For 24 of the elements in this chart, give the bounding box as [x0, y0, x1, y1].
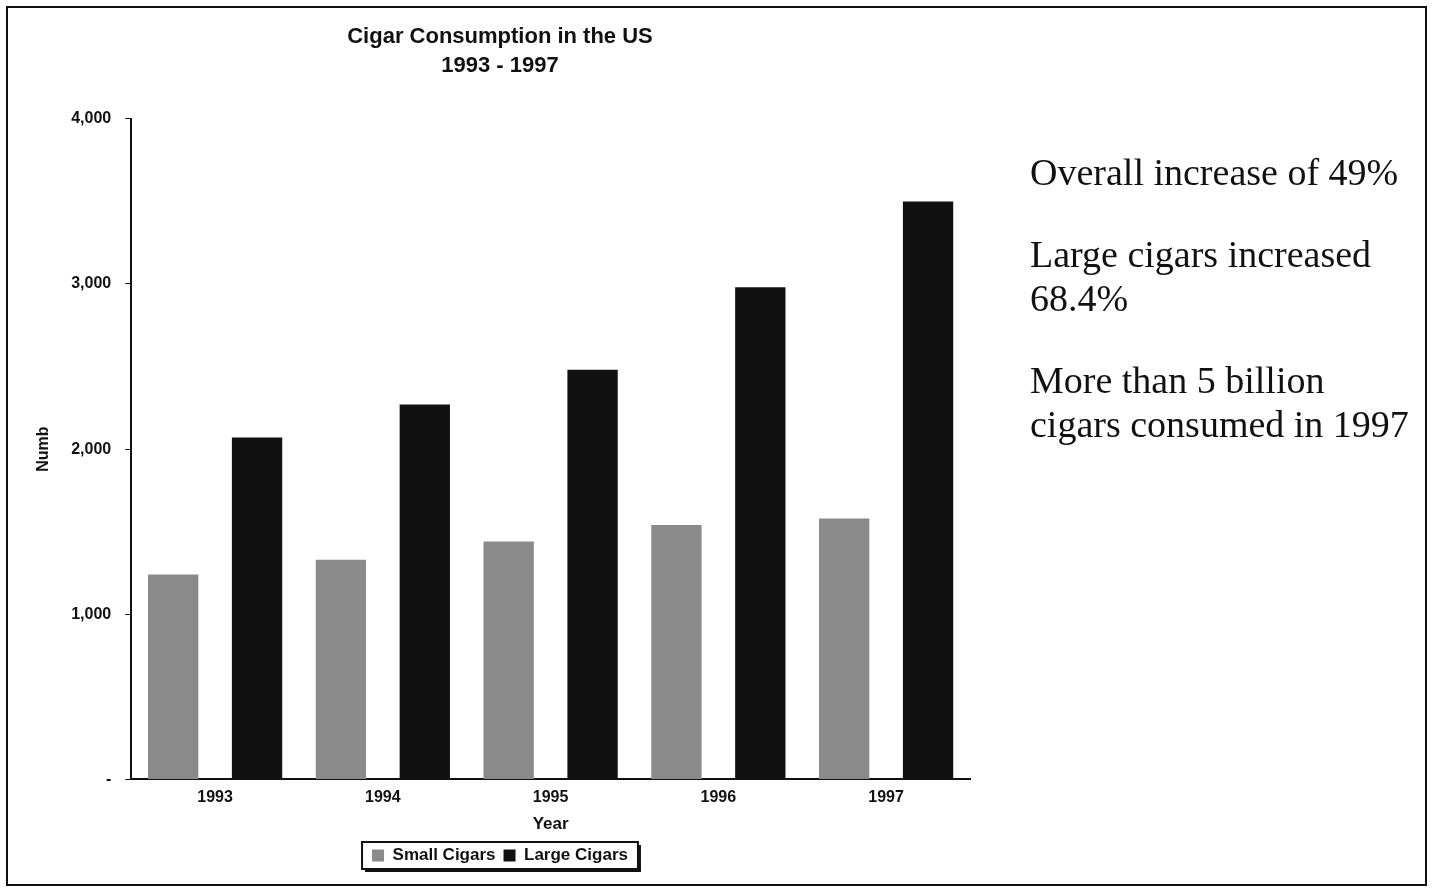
text: More than 5 billion cigars consumed in 1997: [1030, 358, 1410, 446]
bar: [651, 525, 702, 779]
y-tick-label: 3,000: [71, 274, 112, 292]
chart-title: Cigar Consumption in the US: [347, 23, 653, 49]
x-axis-title: Year: [532, 814, 569, 834]
text: Overall increase of 49%: [1030, 150, 1400, 194]
y-tick-label: 1,000: [71, 604, 112, 622]
chart-subtitle: 1993 - 1997: [441, 51, 559, 77]
bar: [148, 574, 199, 779]
x-tick-label: 1996: [700, 788, 737, 806]
bar: [483, 541, 534, 779]
bar: [819, 518, 870, 779]
x-tick-label: 1993: [197, 788, 234, 806]
x-tick-label: 1997: [868, 788, 905, 806]
x-tick-label: 1995: [532, 788, 569, 806]
bar: [315, 559, 367, 779]
legend-label: Large Cigars: [524, 845, 628, 865]
y-axis-title: Numb: [34, 426, 52, 472]
y-tick-label: 4,000: [71, 109, 112, 127]
text: Large cigars increased 68.4%: [1030, 232, 1373, 320]
y-tick-label: 2,000: [71, 439, 112, 457]
x-tick-label: 1994: [365, 788, 401, 806]
y-tick-label: -: [105, 769, 112, 787]
legend-label: Small Cigars: [392, 845, 496, 865]
